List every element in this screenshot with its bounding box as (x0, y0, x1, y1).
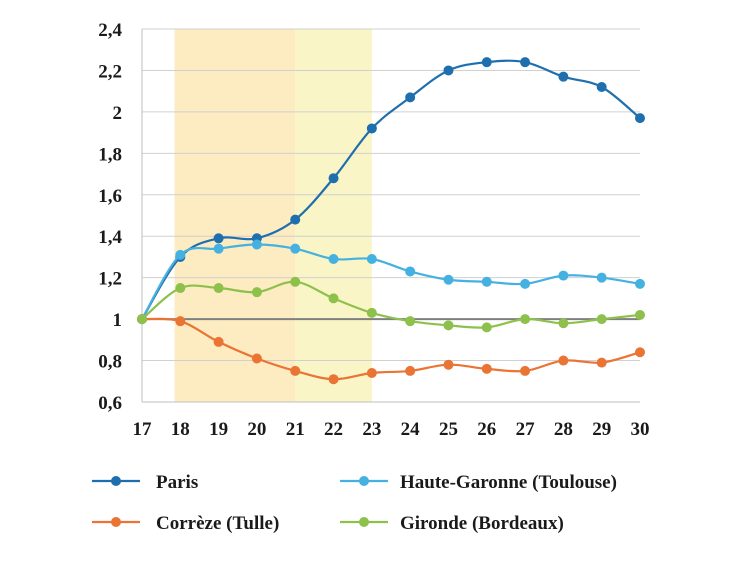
x-tick-label: 24 (401, 419, 421, 440)
data-point-haute-garonne-toulouse (366, 254, 377, 265)
data-point-paris (290, 214, 301, 225)
data-point-corr-ze-tulle (328, 374, 339, 385)
data-point-paris (520, 57, 531, 68)
data-point-haute-garonne-toulouse (290, 243, 301, 254)
data-point-corr-ze-tulle (175, 316, 186, 327)
data-point-corr-ze-tulle (481, 363, 492, 374)
x-tick-label: 29 (592, 419, 611, 440)
legend-label: Paris (156, 472, 198, 493)
series-gironde-bordeaux (137, 276, 645, 333)
legend-label: Gironde (Bordeaux) (400, 513, 564, 534)
legend-marker (359, 517, 369, 527)
x-tick-label: 20 (247, 419, 266, 440)
data-point-haute-garonne-toulouse (328, 254, 339, 265)
series-group (137, 57, 645, 385)
x-tick-label: 19 (209, 419, 228, 440)
x-tick-label: 23 (362, 419, 381, 440)
data-point-corr-ze-tulle (366, 367, 377, 378)
data-point-haute-garonne-toulouse (558, 270, 569, 281)
data-point-corr-ze-tulle (520, 365, 531, 376)
data-point-haute-garonne-toulouse (405, 266, 416, 277)
y-tick-label: 1,4 (98, 227, 122, 248)
data-point-corr-ze-tulle (558, 355, 569, 366)
y-tick-label: 2,2 (98, 61, 122, 82)
legend-marker (111, 517, 121, 527)
data-point-corr-ze-tulle (290, 365, 301, 376)
data-point-paris (213, 233, 224, 244)
x-tick-label: 18 (171, 419, 190, 440)
y-tick-label: 1 (113, 310, 123, 331)
data-point-gironde-bordeaux (213, 283, 224, 294)
shaded-periods (174, 29, 372, 402)
data-point-haute-garonne-toulouse (175, 249, 186, 260)
data-point-gironde-bordeaux (366, 307, 377, 318)
data-point-gironde-bordeaux (481, 322, 492, 333)
legend-label: Haute-Garonne (Toulouse) (400, 472, 617, 493)
data-point-haute-garonne-toulouse (251, 239, 262, 250)
data-point-haute-garonne-toulouse (635, 278, 645, 289)
x-tick-label: 28 (554, 419, 573, 440)
x-tick-label: 30 (631, 419, 650, 440)
y-tick-label: 2,4 (98, 20, 122, 41)
legend-label: Corrèze (Tulle) (156, 513, 279, 534)
data-point-corr-ze-tulle (251, 353, 262, 364)
data-point-corr-ze-tulle (635, 347, 645, 358)
series-corr-ze-tulle (137, 314, 645, 385)
y-tick-label: 1,2 (98, 269, 122, 290)
data-point-paris (596, 82, 607, 93)
data-point-haute-garonne-toulouse (596, 272, 607, 283)
legend-item-gironde-bordeaux: Gironde (Bordeaux) (340, 513, 564, 534)
x-tick-label: 25 (439, 419, 458, 440)
x-tick-label: 22 (324, 419, 343, 440)
data-point-gironde-bordeaux (558, 318, 569, 329)
y-tick-label: 0,8 (98, 352, 122, 373)
data-point-haute-garonne-toulouse (213, 243, 224, 254)
legend-marker (111, 476, 121, 486)
legend-item-corr-ze-tulle: Corrèze (Tulle) (92, 513, 279, 534)
y-tick-label: 1,6 (98, 186, 122, 207)
legend-marker (359, 476, 369, 486)
data-point-gironde-bordeaux (596, 314, 607, 325)
y-tick-label: 1,8 (98, 144, 122, 165)
data-point-paris (405, 92, 416, 103)
data-point-corr-ze-tulle (443, 359, 454, 370)
data-point-gironde-bordeaux (443, 320, 454, 331)
y-axis: 0,6 0,8 1 1,2 1,4 1,6 1,8 2 2,2 2,4 (98, 20, 143, 414)
legend-item-paris: Paris (92, 472, 198, 493)
legend: Paris Haute-Garonne (Toulouse) Corrèze (Tu… (92, 472, 617, 534)
data-point-paris (635, 113, 645, 124)
shaded-period-2 (295, 29, 372, 402)
data-point-paris (481, 57, 492, 68)
x-tick-label: 17 (133, 419, 153, 440)
data-point-gironde-bordeaux (290, 276, 301, 287)
data-point-gironde-bordeaux (635, 309, 645, 320)
data-point-haute-garonne-toulouse (443, 274, 454, 285)
y-tick-label: 0,6 (98, 393, 122, 414)
data-point-paris (558, 71, 569, 82)
data-point-paris (366, 123, 377, 134)
series-paris (137, 57, 645, 325)
data-point-corr-ze-tulle (596, 357, 607, 368)
x-axis: 17 18 19 20 21 22 23 24 25 26 27 28 29 30 (133, 401, 650, 440)
data-point-paris (328, 173, 339, 184)
data-point-paris (443, 65, 454, 76)
legend-item-haute-garonne-toulouse: Haute-Garonne (Toulouse) (340, 472, 617, 493)
data-point-gironde-bordeaux (520, 314, 531, 325)
y-tick-label: 2 (113, 103, 123, 124)
data-point-corr-ze-tulle (213, 336, 224, 347)
data-point-corr-ze-tulle (405, 365, 416, 376)
data-point-gironde-bordeaux (175, 283, 186, 294)
x-tick-label: 26 (477, 419, 496, 440)
data-point-haute-garonne-toulouse (520, 278, 531, 289)
data-point-haute-garonne-toulouse (481, 276, 492, 287)
data-point-gironde-bordeaux (328, 293, 339, 304)
data-point-gironde-bordeaux (137, 314, 147, 325)
shaded-period-1 (174, 29, 296, 402)
x-tick-label: 21 (286, 419, 305, 440)
x-tick-label: 27 (516, 419, 536, 440)
data-point-gironde-bordeaux (251, 287, 262, 298)
data-point-gironde-bordeaux (405, 316, 416, 327)
